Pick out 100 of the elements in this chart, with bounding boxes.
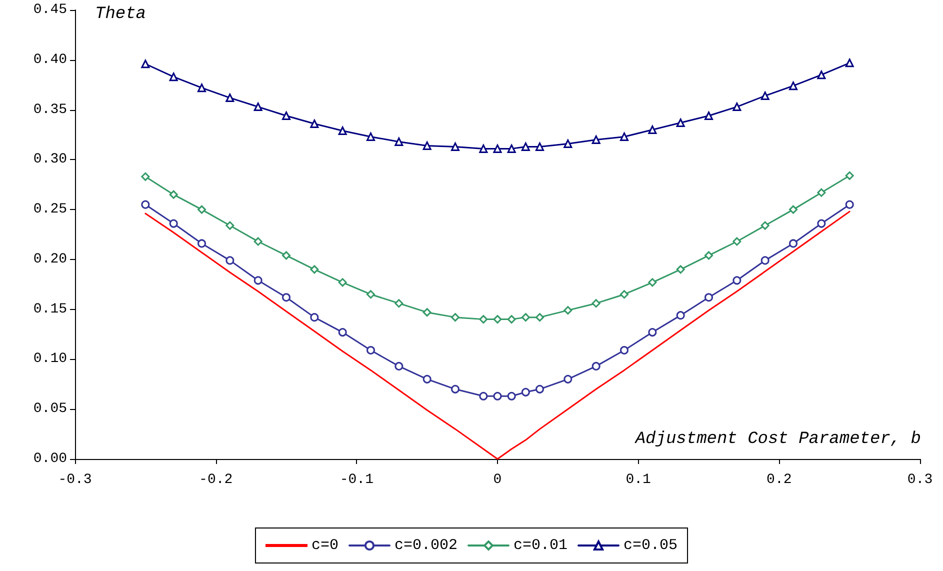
point <box>338 328 347 337</box>
point <box>845 200 854 209</box>
point <box>394 362 404 370</box>
point <box>394 299 404 308</box>
point <box>493 144 502 153</box>
point <box>422 141 432 150</box>
point <box>789 239 798 248</box>
point <box>760 221 770 230</box>
point <box>704 251 713 260</box>
point <box>451 313 460 322</box>
point <box>394 137 404 146</box>
point <box>366 132 375 141</box>
x-tick-label: -0.2 <box>199 472 233 488</box>
point <box>493 392 502 400</box>
point <box>198 84 206 92</box>
point <box>521 388 530 396</box>
point <box>704 293 713 302</box>
point <box>282 293 290 302</box>
point <box>760 256 770 265</box>
point <box>310 313 319 322</box>
point <box>226 221 234 230</box>
point <box>817 188 826 197</box>
legend-label: c=0.05 <box>624 537 678 554</box>
point <box>648 125 657 134</box>
point <box>732 276 742 285</box>
point <box>732 102 742 112</box>
point <box>564 374 572 384</box>
point <box>536 142 544 151</box>
point <box>493 315 502 324</box>
point <box>507 144 516 153</box>
point <box>536 384 544 394</box>
point <box>817 219 826 228</box>
point <box>648 278 657 287</box>
point <box>141 60 150 68</box>
y-tick-label: 0.10 <box>33 351 67 368</box>
legend-label: c=0 <box>311 537 338 554</box>
point <box>310 119 319 128</box>
point <box>564 306 572 315</box>
point <box>366 290 375 299</box>
point <box>521 313 530 322</box>
point <box>676 118 685 127</box>
point <box>479 392 488 400</box>
point <box>169 190 178 199</box>
point <box>592 362 600 370</box>
point <box>648 328 657 337</box>
point <box>817 70 826 80</box>
x-tick-label: 0 <box>493 472 502 488</box>
y-tick-label: 0.45 <box>33 2 67 18</box>
point <box>198 239 206 248</box>
x-axis-title: Adjustment Cost Parameter, b <box>634 430 922 449</box>
y-tick-label: 0.30 <box>33 152 67 168</box>
legend-label: c=0.002 <box>394 537 458 554</box>
point <box>789 82 798 90</box>
point <box>760 92 770 100</box>
point <box>226 94 234 102</box>
y-tick-label: 0.05 <box>33 401 67 418</box>
point <box>521 142 530 151</box>
point <box>282 251 290 260</box>
point <box>732 237 742 246</box>
y-tick-label: 0.35 <box>33 102 67 118</box>
point <box>338 278 347 287</box>
point <box>592 135 600 144</box>
x-tick-label: 0.1 <box>626 472 651 488</box>
point <box>198 205 206 214</box>
point <box>169 219 178 228</box>
legend-label: c=0.01 <box>514 537 568 554</box>
point <box>479 315 488 324</box>
point <box>451 384 460 394</box>
point <box>620 132 628 141</box>
point <box>422 308 432 317</box>
point <box>620 290 628 299</box>
point <box>254 276 262 285</box>
x-tick-label: -0.3 <box>58 472 92 488</box>
y-tick-label: 0.25 <box>33 202 67 218</box>
point <box>226 256 234 265</box>
point <box>479 144 488 153</box>
point <box>845 171 854 180</box>
point <box>507 392 516 400</box>
point <box>676 265 685 274</box>
point <box>366 346 375 354</box>
point <box>564 139 572 148</box>
point <box>310 265 319 274</box>
point <box>507 315 516 324</box>
y-tick-label: 0.20 <box>33 251 67 268</box>
point <box>620 346 628 354</box>
y-tick-label: 0.00 <box>33 451 67 467</box>
point <box>536 313 544 322</box>
point <box>254 237 262 246</box>
point <box>254 102 262 112</box>
point <box>676 311 685 320</box>
point <box>845 58 854 68</box>
point <box>141 200 150 209</box>
point <box>338 126 347 135</box>
point <box>422 374 432 384</box>
x-tick-label: 0.3 <box>907 472 933 488</box>
y-axis-title: Theta <box>95 5 146 24</box>
y-tick-label: 0.15 <box>33 301 67 318</box>
point <box>282 112 290 120</box>
point <box>451 142 460 151</box>
point <box>789 205 798 214</box>
